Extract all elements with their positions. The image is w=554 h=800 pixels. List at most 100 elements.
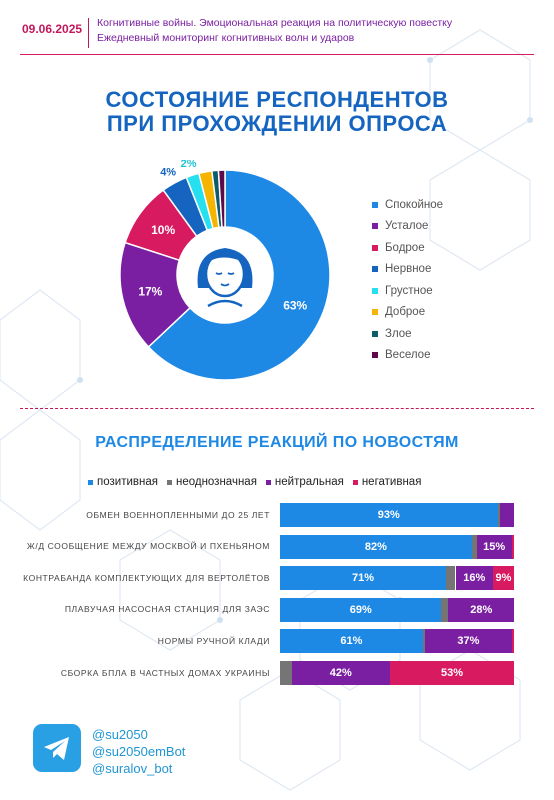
pie-legend-item: Грустное xyxy=(372,280,443,302)
header-line-2: Ежедневный мониторинг когнитивных волн и… xyxy=(97,32,355,44)
legend-label: Грустное xyxy=(385,284,433,297)
bar-legend-item: неоднозначная xyxy=(166,476,257,488)
bar-segment-неоднозначная xyxy=(280,661,292,685)
bar-category-label: ПЛАВУЧАЯ НАСОСНАЯ СТАНЦИЯ ДЛЯ ЗАЭС xyxy=(64,604,270,615)
woman-face-icon xyxy=(181,231,269,319)
pie-svg: 63% 17% 10% 4% 2% xyxy=(119,158,331,381)
header-separator xyxy=(88,18,89,48)
legend-label: нейтральная xyxy=(274,476,344,488)
pie-legend-item: Усталое xyxy=(372,216,443,238)
pie-legend-item: Спокойное xyxy=(372,194,443,216)
bar-segment-неоднозначная xyxy=(422,629,426,654)
bar-segment-неоднозначная xyxy=(441,597,449,622)
legend-swatch xyxy=(372,309,378,316)
report-date: 09.06.2025 xyxy=(22,22,83,36)
bar-segment-нейтральная: 15% xyxy=(476,534,512,559)
bar-segment-нейтральная xyxy=(499,503,514,527)
bar-row: Ж/Д СООБЩЕНИЕ МЕЖДУ МОСКВОЙ И ПХЕНЬЯНОМ 8… xyxy=(0,534,554,559)
bar-segment-нейтральная: 37% xyxy=(425,629,512,654)
legend-label: неоднозначная xyxy=(175,476,257,488)
bar-row: СБОРКА БПЛА В ЧАСТНЫХ ДОМАХ УКРАИНЫ 42% 53… xyxy=(0,661,554,685)
pie-data-label: 4% xyxy=(160,167,176,179)
bar-row: ПЛАВУЧАЯ НАСОСНАЯ СТАНЦИЯ ДЛЯ ЗАЭС 69% 28% xyxy=(0,597,554,622)
bar-segment-неоднозначная xyxy=(446,566,456,591)
legend-label: Усталое xyxy=(385,220,429,233)
legend-label: негативная xyxy=(361,476,422,488)
handle-link[interactable]: @su2050 xyxy=(92,727,148,742)
legend-swatch xyxy=(265,479,271,485)
bar-row: КОНТРАБАНДА КОМПЛЕКТУЮЩИХ ДЛЯ ВЕРТОЛЁТОВ… xyxy=(0,566,554,591)
bar-segment-позитивная: 82% xyxy=(280,534,472,559)
legend-label: позитивная xyxy=(97,476,158,488)
bar-segment-нейтральная: 28% xyxy=(448,597,514,622)
bar-legend-item: позитивная xyxy=(88,476,158,488)
bar-legend-item: нейтральная xyxy=(265,476,344,488)
legend-label: Нервное xyxy=(385,263,432,276)
pie-chart-title: СОСТОЯНИЕ РЕСПОНДЕНТОВ ПРИ ПРОХОЖДЕНИИ О… xyxy=(0,88,554,136)
pie-title-line-2: ПРИ ПРОХОЖДЕНИИ ОПРОСА xyxy=(106,111,448,136)
legend-swatch xyxy=(88,479,93,485)
pie-slice-1 xyxy=(147,169,331,381)
legend-swatch xyxy=(372,352,378,359)
bar-segment-нейтральная: 42% xyxy=(291,661,390,685)
bar-segment-позитивная: 69% xyxy=(280,597,442,622)
pie-slice-8 xyxy=(217,169,226,228)
section-divider xyxy=(20,408,534,409)
pie-data-label: 10% xyxy=(151,223,175,237)
bar-segment-неоднозначная xyxy=(471,534,477,559)
pie-legend-item: Доброе xyxy=(372,302,443,324)
bar-segment-негативная: 9% xyxy=(492,566,514,591)
header-line-1: Когнитивные войны. Эмоциональная реакция… xyxy=(97,17,453,29)
legend-swatch xyxy=(372,244,378,251)
pie-legend: Спокойное Усталое Бодрое Нервное Грустное Доб… xyxy=(372,194,443,366)
bar-track: 61% 37% xyxy=(280,629,514,654)
bar-row: НОРМЫ РУЧНОЙ КЛАДИ 61% 37% xyxy=(0,629,554,654)
bar-segment-нейтральная: 16% xyxy=(455,566,493,591)
pie-title-line-1: СОСТОЯНИЕ РЕСПОНДЕНТОВ xyxy=(105,87,449,112)
legend-swatch xyxy=(352,479,358,485)
bar-category-label: ОБМЕН ВОЕННОПЛЕННЫМИ ДО 25 ЛЕТ xyxy=(86,509,270,520)
bar-track: 93% xyxy=(280,503,514,527)
bar-track: 69% 28% xyxy=(280,597,514,622)
legend-label: Веселое xyxy=(385,349,431,362)
legend-label: Бодрое xyxy=(385,241,425,254)
legend-swatch xyxy=(372,287,378,294)
bar-segment-негативная: 53% xyxy=(389,661,514,685)
bar-category-label: СБОРКА БПЛА В ЧАСТНЫХ ДОМАХ УКРАИНЫ xyxy=(60,667,270,678)
bar-segment-неоднозначная xyxy=(497,503,500,527)
bar-segment-позитивная: 61% xyxy=(280,629,423,654)
bar-track: 71% 16% 9% xyxy=(280,566,514,591)
pie-legend-item: Злое xyxy=(372,323,443,345)
bar-category-label: Ж/Д СООБЩЕНИЕ МЕЖДУ МОСКВОЙ И ПХЕНЬЯНОМ xyxy=(26,541,270,552)
pie-data-label: 17% xyxy=(138,285,162,299)
pie-data-label: 2% xyxy=(181,160,197,170)
telegram-icon[interactable] xyxy=(33,724,81,772)
legend-label: Доброе xyxy=(385,306,426,319)
pie-slice-2 xyxy=(119,241,192,348)
header-rule xyxy=(20,54,534,55)
pie-data-label: 63% xyxy=(283,298,307,312)
bar-category-label: КОНТРАБАНДА КОМПЛЕКТУЮЩИХ ДЛЯ ВЕРТОЛЁТОВ xyxy=(23,572,270,583)
handle-link[interactable]: @su2050emBot xyxy=(92,744,186,759)
footer-handles: @su2050 @su2050emBot @suralov_bot xyxy=(92,726,185,777)
bar-legend: позитивная неоднозначная нейтральная негати… xyxy=(88,476,430,488)
legend-swatch xyxy=(372,201,378,208)
bar-segment-негативная xyxy=(511,534,514,559)
bar-legend-item: негативная xyxy=(352,476,422,488)
bar-segment-позитивная: 93% xyxy=(280,503,498,527)
bar-category-label: НОРМЫ РУЧНОЙ КЛАДИ xyxy=(157,635,270,646)
legend-label: Спокойное xyxy=(385,198,444,211)
pie-legend-item: Бодрое xyxy=(372,237,443,259)
bar-track: 42% 53% xyxy=(280,661,514,685)
handle-link[interactable]: @suralov_bot xyxy=(92,761,173,776)
telegram-plane-icon xyxy=(44,737,69,760)
header: 09.06.2025 Когнитивные войны. Эмоциональ… xyxy=(0,0,554,56)
legend-label: Злое xyxy=(385,327,412,340)
legend-swatch xyxy=(372,266,378,273)
legend-swatch xyxy=(372,330,378,337)
bar-chart-title: РАСПРЕДЕЛЕНИЕ РЕАКЦИЙ ПО НОВОСТЯМ xyxy=(95,434,459,451)
legend-swatch xyxy=(166,479,172,485)
pie-chart: 63% 17% 10% 4% 2% xyxy=(110,158,340,390)
bar-segment-позитивная: 71% xyxy=(280,566,447,591)
pie-legend-item: Веселое xyxy=(372,345,443,367)
